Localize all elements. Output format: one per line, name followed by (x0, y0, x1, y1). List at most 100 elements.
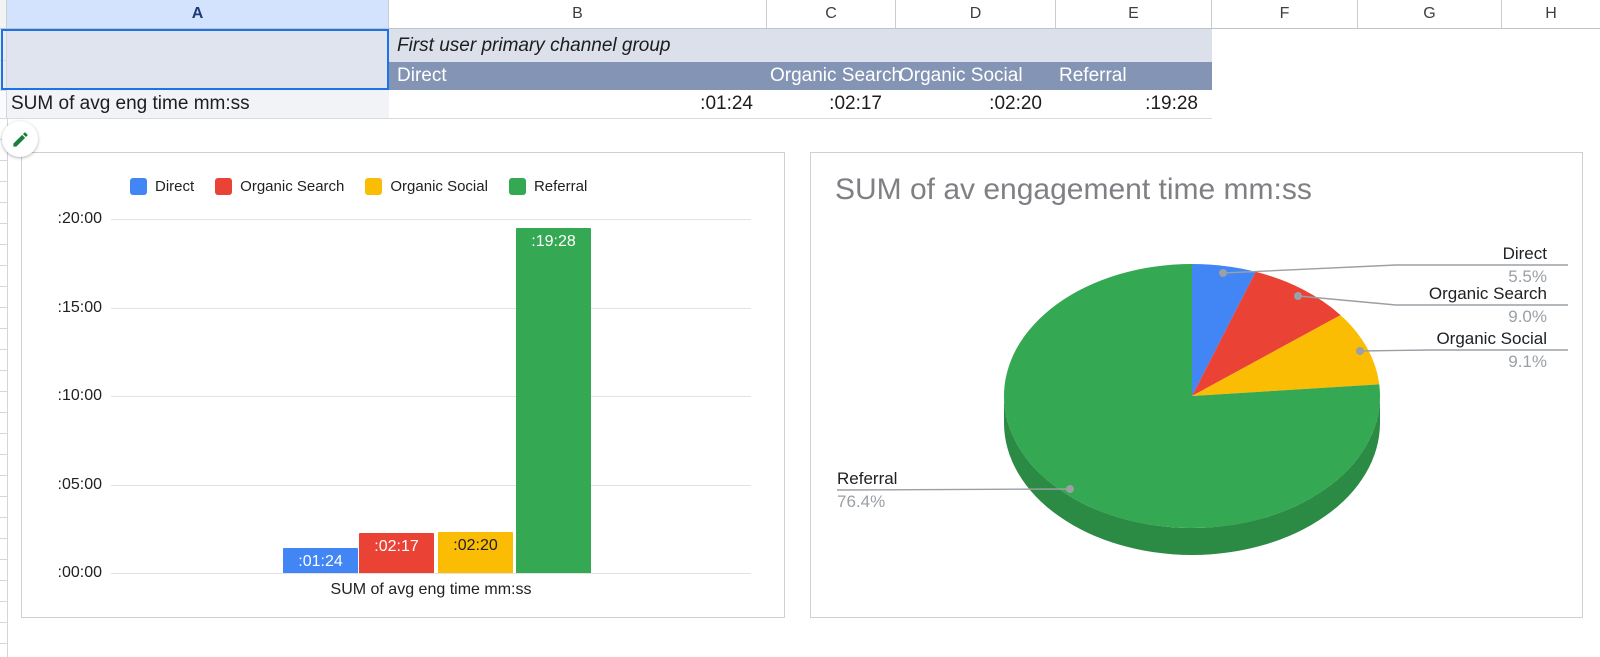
leader-line (836, 488, 1071, 491)
row-gutter (0, 29, 7, 90)
leader-dot (1294, 292, 1302, 300)
y-axis-tick-label: :15:00 (57, 298, 102, 316)
gutter-row-line (0, 90, 7, 91)
row-line (0, 643, 7, 644)
row-gutter (0, 90, 7, 118)
leader-line (1222, 264, 1568, 274)
legend-item: Organic Social (365, 178, 488, 195)
row-line (0, 538, 7, 539)
column-header-A[interactable]: A (7, 0, 389, 29)
row-line (0, 559, 7, 560)
row-line (0, 307, 7, 308)
row-line (0, 622, 7, 623)
y-axis-tick-label: :05:00 (57, 475, 102, 493)
row-line (0, 391, 7, 392)
merged-cell-A1-A2[interactable] (7, 29, 389, 90)
row-line (0, 160, 7, 161)
bar-organic-search (359, 532, 434, 573)
bar-direct (283, 548, 358, 573)
pivot-row-label-cell[interactable]: SUM of avg eng time mm:ss (7, 90, 389, 118)
leader-dot (1066, 485, 1074, 493)
gutter-row-line (0, 60, 7, 61)
row-line (0, 496, 7, 497)
row-line (0, 223, 7, 224)
row-line (0, 433, 7, 434)
row-line (0, 454, 7, 455)
y-gridline (111, 307, 751, 309)
leader-line (1297, 295, 1568, 306)
legend-swatch (365, 178, 383, 195)
y-gridline (111, 484, 751, 486)
column-header-H[interactable]: H (1502, 0, 1600, 29)
legend-item: Organic Search (215, 178, 344, 195)
pie-slice-direct (1192, 264, 1256, 396)
bar-value-label: :01:24 (298, 553, 343, 571)
value-cell-D3[interactable]: :02:20 (896, 90, 1056, 118)
leader-dot (1356, 347, 1364, 355)
bar-chart-x-axis-title: SUM of avg eng time mm:ss (330, 581, 532, 598)
y-axis-tick-label: :20:00 (57, 210, 102, 227)
legend-swatch (130, 178, 147, 195)
bar-referral (516, 228, 591, 573)
pie-3d-rim (1004, 396, 1380, 555)
column-header-B[interactable]: B (389, 0, 767, 29)
pivot-subheader-direct[interactable]: Direct (397, 65, 447, 86)
row-line (0, 181, 7, 182)
pencil-icon (12, 131, 28, 147)
bar-value-label: :19:28 (531, 233, 576, 251)
row-line (0, 370, 7, 371)
row-line (0, 475, 7, 476)
pie-chart-card[interactable]: SUM of av engagement time mm:ss Direct 5.… (810, 152, 1583, 618)
value-cell-C3[interactable]: :02:17 (767, 90, 896, 118)
legend-swatch (215, 178, 233, 195)
bar-value-label: :02:17 (374, 537, 419, 555)
row-line (0, 328, 7, 329)
pie-slice-organic-social (1192, 315, 1380, 396)
leader-dot (1219, 269, 1227, 277)
grid-line (0, 118, 1212, 119)
bar-value-label: :02:20 (453, 536, 498, 554)
legend-label: Referral (533, 178, 588, 195)
y-gridline (111, 219, 751, 220)
bar-chart-card[interactable]: Direct Organic Search Organic Social Referr… (21, 152, 785, 618)
value-cell-B3[interactable]: :01:24 (389, 90, 767, 118)
legend-label: Direct (155, 178, 195, 195)
y-gridline (111, 573, 751, 574)
column-header-C[interactable]: C (767, 0, 896, 29)
gutter-border (7, 118, 8, 657)
column-header-E[interactable]: E (1056, 0, 1212, 29)
y-gridline (111, 396, 751, 397)
row-line (0, 202, 7, 203)
y-axis-tick-label: :10:00 (57, 387, 102, 404)
legend-label: Organic Search (240, 178, 345, 195)
column-header-D[interactable]: D (896, 0, 1056, 29)
row-line (0, 412, 7, 413)
y-axis-tick-label: :00:00 (57, 564, 102, 581)
edit-chart-button[interactable] (2, 121, 38, 157)
pivot-subheader-row[interactable] (389, 62, 1212, 90)
column-header-gutter (0, 0, 7, 29)
bar-chart-legend: Direct Organic Search Organic Social Referr… (130, 178, 587, 195)
column-header-G[interactable]: G (1358, 0, 1502, 29)
value-cell-E3[interactable]: :19:28 (1056, 90, 1212, 118)
pivot-group-header-cell[interactable]: First user primary channel group (389, 29, 1212, 62)
row-line (0, 244, 7, 245)
row-line (0, 601, 7, 602)
row-line (0, 580, 7, 581)
legend-item: Referral (508, 178, 588, 195)
legend-item: Direct (130, 178, 194, 195)
row-line (0, 517, 7, 518)
legend-label: Organic Social (390, 178, 488, 195)
leader-line (1359, 349, 1568, 352)
legend-swatch (508, 178, 526, 195)
bar-organic-social (438, 531, 513, 573)
column-header-F[interactable]: F (1212, 0, 1358, 29)
pivot-subheader-referral[interactable]: Referral (1059, 65, 1127, 86)
row-line (0, 349, 7, 350)
pivot-subheader-organic-search[interactable]: Organic Search (770, 65, 903, 86)
pivot-subheader-organic-social[interactable]: Organic Social (899, 65, 1023, 86)
row-line (0, 265, 7, 266)
pie-slice-organic-search (1192, 271, 1341, 396)
row-line (0, 286, 7, 287)
